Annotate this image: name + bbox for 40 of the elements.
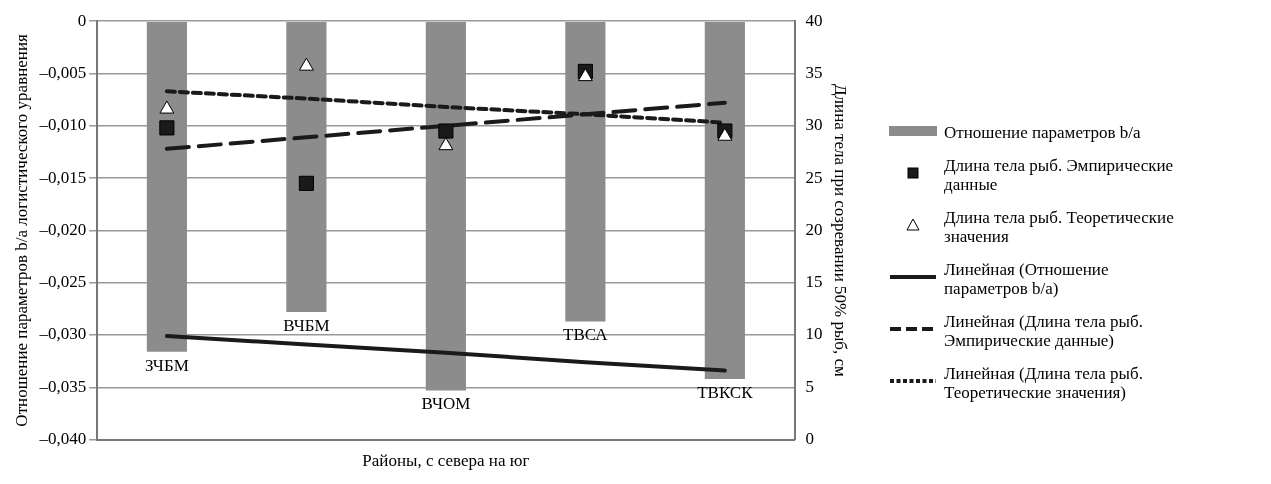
y2-tick-label: 25 — [805, 167, 823, 187]
y2-tick-label: 10 — [805, 324, 823, 344]
y-axis-title: Отношение параметров b/a логистического уравнения — [11, 33, 31, 427]
y-tick-label: –0,040 — [38, 429, 87, 449]
y2-axis-title: Длина тела при созревании 50% рыб, см — [831, 84, 851, 378]
y-tick-label: –0,030 — [38, 324, 87, 344]
legend-label: Отношение параметров b/a — [944, 123, 1142, 142]
y2-tick-label: 20 — [805, 219, 823, 239]
point — [159, 120, 175, 136]
point — [159, 100, 175, 114]
y-tick-label: –0,005 — [38, 62, 87, 82]
y-tick-label: 0 — [77, 10, 87, 30]
point — [577, 68, 593, 82]
y2-tick-label: 30 — [805, 115, 823, 135]
point — [438, 137, 454, 151]
y-tick-label: –0,010 — [38, 115, 87, 135]
point — [438, 123, 454, 139]
x-tick-label: ВЧОМ — [421, 394, 471, 414]
y2-tick-label: 15 — [805, 272, 823, 292]
legend-label: Линейная (Отношение параметров b/a) — [944, 260, 1110, 298]
legend-label: Линейная (Длина тела рыб. Теоретические значения) — [944, 364, 1144, 402]
y-tick-label: –0,025 — [38, 272, 87, 292]
y2-tick-label: 5 — [805, 376, 815, 396]
x-tick-label: ТВКСК — [697, 382, 754, 402]
y-tick-label: –0,020 — [38, 219, 87, 239]
point — [298, 175, 314, 191]
y-tick-label: –0,015 — [38, 167, 87, 187]
legend-label: Длина тела рыб. Эмпирические данные — [944, 156, 1175, 194]
point — [717, 127, 733, 141]
y2-tick-label: 40 — [805, 10, 823, 30]
legend-label: Длина тела рыб. Теоретические значения — [944, 208, 1175, 246]
legend-label: Линейная (Длина тела рыб. Эмпирические данные) — [944, 312, 1144, 350]
y2-tick-label: 0 — [805, 429, 815, 449]
x-tick-label: ВЧБМ — [283, 315, 330, 335]
point — [298, 57, 314, 71]
x-axis-title: Районы, с севера на юг — [362, 451, 530, 471]
x-tick-label: ТВСА — [563, 325, 609, 345]
x-tick-label: ЗЧБМ — [145, 355, 189, 375]
y-tick-label: –0,035 — [38, 376, 87, 396]
y2-tick-label: 35 — [805, 62, 823, 82]
